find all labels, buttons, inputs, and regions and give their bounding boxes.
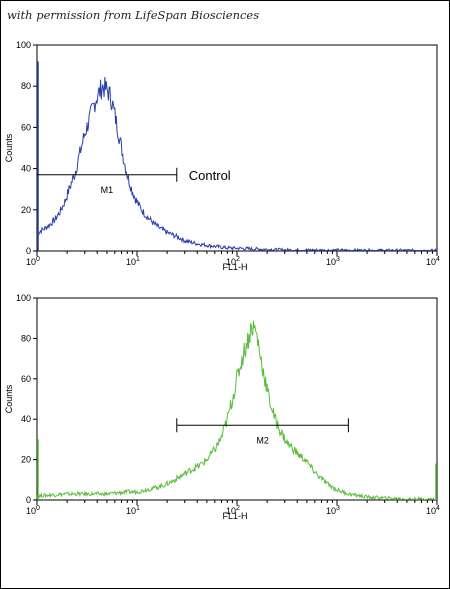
- gate-label: M2: [256, 435, 269, 445]
- y-tick-label: 0: [26, 246, 31, 256]
- plot-frame: [36, 297, 438, 501]
- control-annotation: Control: [189, 168, 231, 183]
- histogram-trace: [36, 76, 437, 252]
- histogram-trace: [36, 320, 438, 501]
- x-tick-label: 101: [126, 505, 140, 516]
- y-tick-label: 100: [16, 293, 31, 303]
- y-tick-label: 80: [21, 81, 31, 91]
- y-tick-label: 80: [21, 333, 31, 343]
- x-tick-label: 101: [126, 256, 140, 267]
- x-tick-label: 102: [226, 505, 240, 516]
- y-tick-label: 40: [21, 164, 31, 174]
- x-axis-title: FL1-H: [222, 511, 247, 521]
- y-tick-label: 60: [21, 122, 31, 132]
- y-tick-label: 20: [21, 455, 31, 465]
- y-axis-title: Counts: [4, 384, 14, 413]
- control-histogram-chart: 100 101 102 103 104 0 20 40 60 80 100 FL1-H Counts M1…: [4, 40, 440, 272]
- x-tick-label: 104: [426, 256, 440, 267]
- x-axis-title: FL1-H: [222, 262, 247, 272]
- x-tick-label: 100: [26, 256, 40, 267]
- gate-label: M1: [101, 185, 114, 195]
- plot-frame: [36, 44, 438, 252]
- x-tick-label: 103: [326, 505, 340, 516]
- x-tick-label: 104: [426, 505, 440, 516]
- credit-text: with permission from LifeSpan Bioscience…: [7, 8, 260, 22]
- x-tick-label: 100: [26, 505, 40, 516]
- y-tick-label: 60: [21, 374, 31, 384]
- x-tick-label: 103: [326, 256, 340, 267]
- y-axis-title: Counts: [4, 133, 14, 162]
- y-tick-label: 100: [16, 40, 31, 50]
- x-tick-label: 102: [226, 256, 240, 267]
- y-tick-label: 20: [21, 205, 31, 215]
- y-tick-label: 0: [26, 495, 31, 505]
- y-tick-label: 40: [21, 414, 31, 424]
- sample-histogram-chart: 100 101 102 103 104 0 20 40 60 80 100 FL1-H Counts M2: [4, 293, 440, 521]
